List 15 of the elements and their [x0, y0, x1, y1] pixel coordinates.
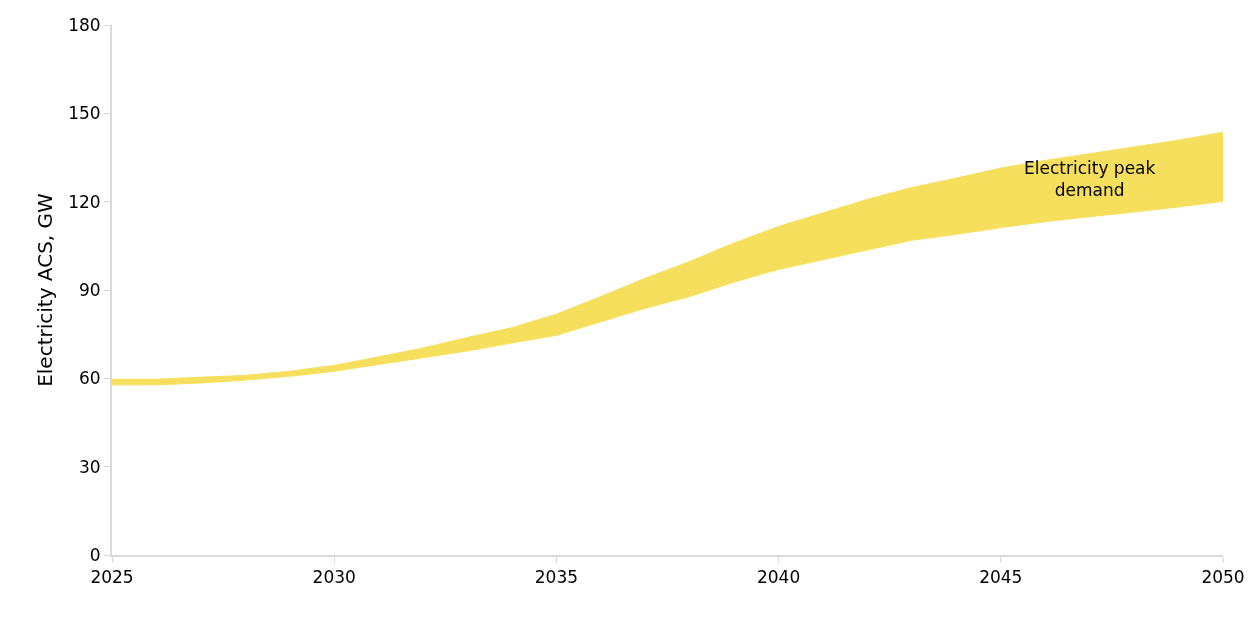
y-axis-title: Electricity ACS, GW — [33, 192, 58, 387]
x-tick-label: 2050 — [1201, 567, 1245, 588]
y-tick-label: 30 — [78, 456, 101, 477]
x-tick-label: 2035 — [534, 567, 579, 588]
x-tick-label: 2030 — [312, 567, 356, 588]
y-tick-label: 150 — [68, 103, 101, 124]
x-tick-label: 2025 — [90, 567, 134, 588]
y-tick-label: 90 — [78, 279, 101, 300]
y-tick-label: 60 — [78, 368, 101, 389]
y-tick-label: 120 — [68, 191, 101, 212]
y-tick-label: 0 — [89, 544, 101, 565]
x-tick-label: 2040 — [756, 567, 801, 588]
y-tick-label: 180 — [68, 14, 101, 35]
x-tick-label: 2045 — [979, 567, 1023, 588]
series-label: Electricity peak demand — [1024, 158, 1156, 201]
